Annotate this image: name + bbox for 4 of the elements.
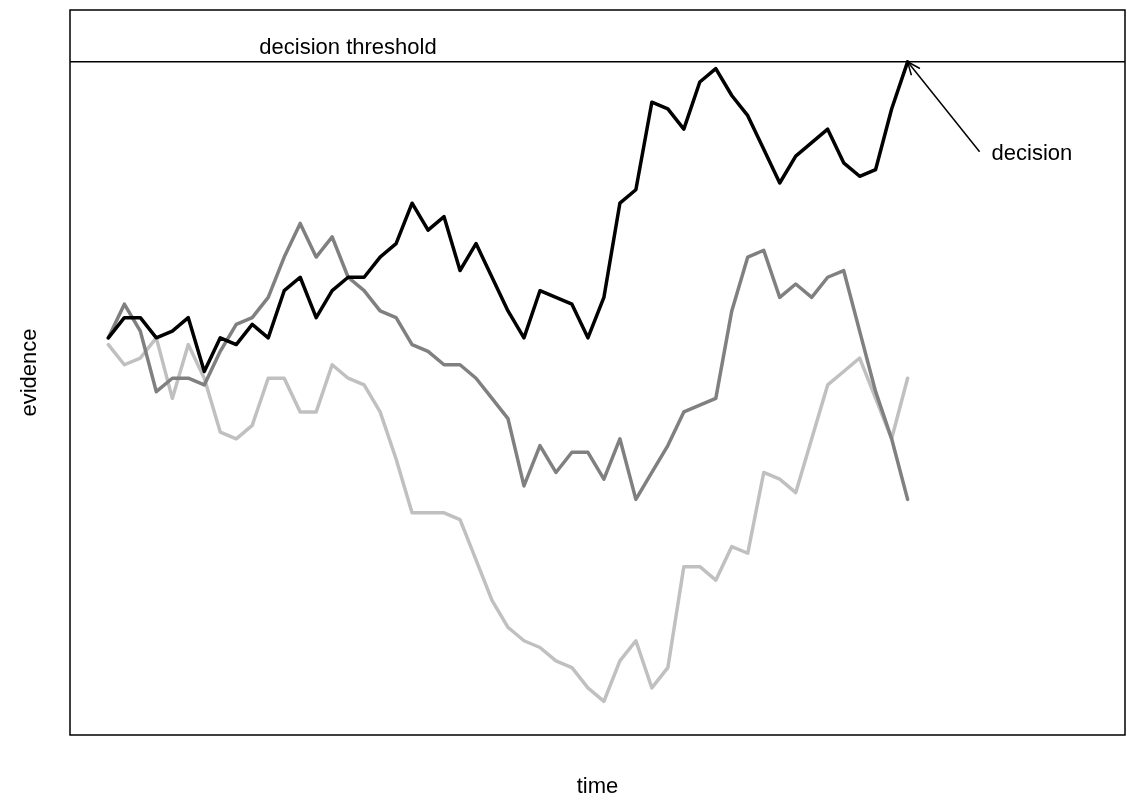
x-axis-title: time bbox=[576, 773, 619, 798]
text: decision bbox=[991, 139, 1073, 165]
y-axis-title: evidence bbox=[16, 328, 41, 417]
ref-line-label: decision threshold bbox=[259, 33, 437, 59]
